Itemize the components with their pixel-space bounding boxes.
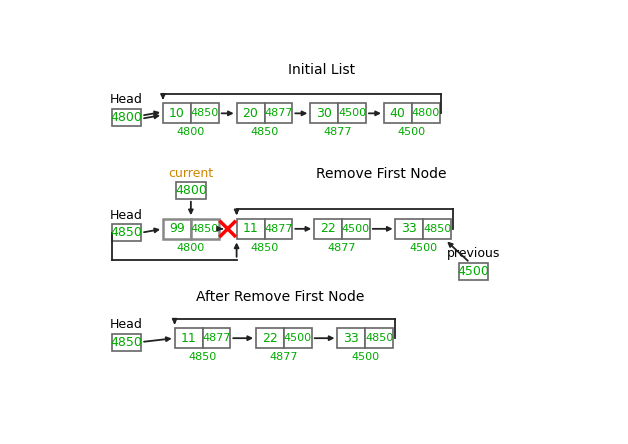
Text: Head: Head	[110, 318, 143, 331]
Text: 4500: 4500	[458, 265, 490, 278]
Bar	[284, 328, 311, 348]
Text: 4877: 4877	[264, 108, 293, 119]
Text: 4500: 4500	[338, 108, 366, 119]
Bar	[314, 219, 342, 239]
Text: 4877: 4877	[269, 352, 298, 362]
Text: 30: 30	[317, 107, 332, 120]
Bar	[396, 219, 423, 239]
Text: 4800: 4800	[176, 127, 205, 137]
Bar	[237, 219, 264, 239]
Text: 4500: 4500	[409, 243, 438, 253]
Bar	[112, 224, 141, 241]
Text: Initial List: Initial List	[288, 63, 355, 77]
Text: 4500: 4500	[284, 333, 312, 343]
Bar	[163, 219, 191, 239]
Text: 4800: 4800	[176, 243, 205, 253]
Bar	[176, 182, 205, 199]
Bar	[337, 328, 365, 348]
Bar	[412, 103, 440, 123]
Bar	[342, 219, 370, 239]
Text: 20: 20	[242, 107, 259, 120]
Text: Remove First Node: Remove First Node	[315, 167, 446, 181]
Text: Head: Head	[110, 93, 143, 107]
Text: 4877: 4877	[264, 224, 293, 234]
Bar	[264, 219, 293, 239]
Text: current: current	[168, 166, 214, 179]
Text: 10: 10	[169, 107, 185, 120]
Bar	[112, 333, 141, 350]
Text: 4850: 4850	[251, 243, 279, 253]
Bar	[459, 263, 489, 280]
Text: 99: 99	[169, 222, 185, 235]
Text: 4850: 4850	[251, 127, 279, 137]
Bar	[112, 109, 141, 126]
Text: previous: previous	[447, 247, 501, 261]
Text: 4877: 4877	[324, 127, 352, 137]
Text: 33: 33	[401, 222, 417, 235]
Bar	[365, 328, 393, 348]
Text: 4500: 4500	[342, 224, 370, 234]
Text: 4800: 4800	[111, 111, 143, 124]
Bar	[338, 103, 366, 123]
Text: 4800: 4800	[411, 108, 440, 119]
Text: 4850: 4850	[188, 352, 217, 362]
Text: 11: 11	[242, 222, 259, 235]
Text: 11: 11	[181, 332, 197, 345]
Text: 4877: 4877	[202, 333, 230, 343]
Bar	[310, 103, 338, 123]
Bar	[191, 219, 219, 239]
Bar	[175, 328, 202, 348]
Text: 4800: 4800	[175, 184, 207, 197]
Text: 4850: 4850	[111, 226, 143, 239]
Text: 4850: 4850	[111, 336, 143, 349]
Text: 4877: 4877	[328, 243, 356, 253]
Bar	[191, 103, 219, 123]
Text: 40: 40	[390, 107, 406, 120]
Text: 22: 22	[320, 222, 336, 235]
Bar	[256, 328, 284, 348]
Text: 4500: 4500	[398, 127, 426, 137]
Bar	[163, 103, 191, 123]
Text: 22: 22	[262, 332, 278, 345]
Bar	[423, 219, 452, 239]
Text: 4850: 4850	[191, 224, 219, 234]
Text: After Remove First Node: After Remove First Node	[196, 290, 364, 305]
Text: Head: Head	[110, 209, 143, 222]
Bar	[384, 103, 412, 123]
Bar	[202, 328, 230, 348]
Bar	[264, 103, 293, 123]
Text: 4850: 4850	[191, 108, 219, 119]
Text: 4850: 4850	[365, 333, 393, 343]
Text: 4500: 4500	[351, 352, 379, 362]
Bar	[237, 103, 264, 123]
Text: 4850: 4850	[423, 224, 452, 234]
Text: 33: 33	[344, 332, 359, 345]
